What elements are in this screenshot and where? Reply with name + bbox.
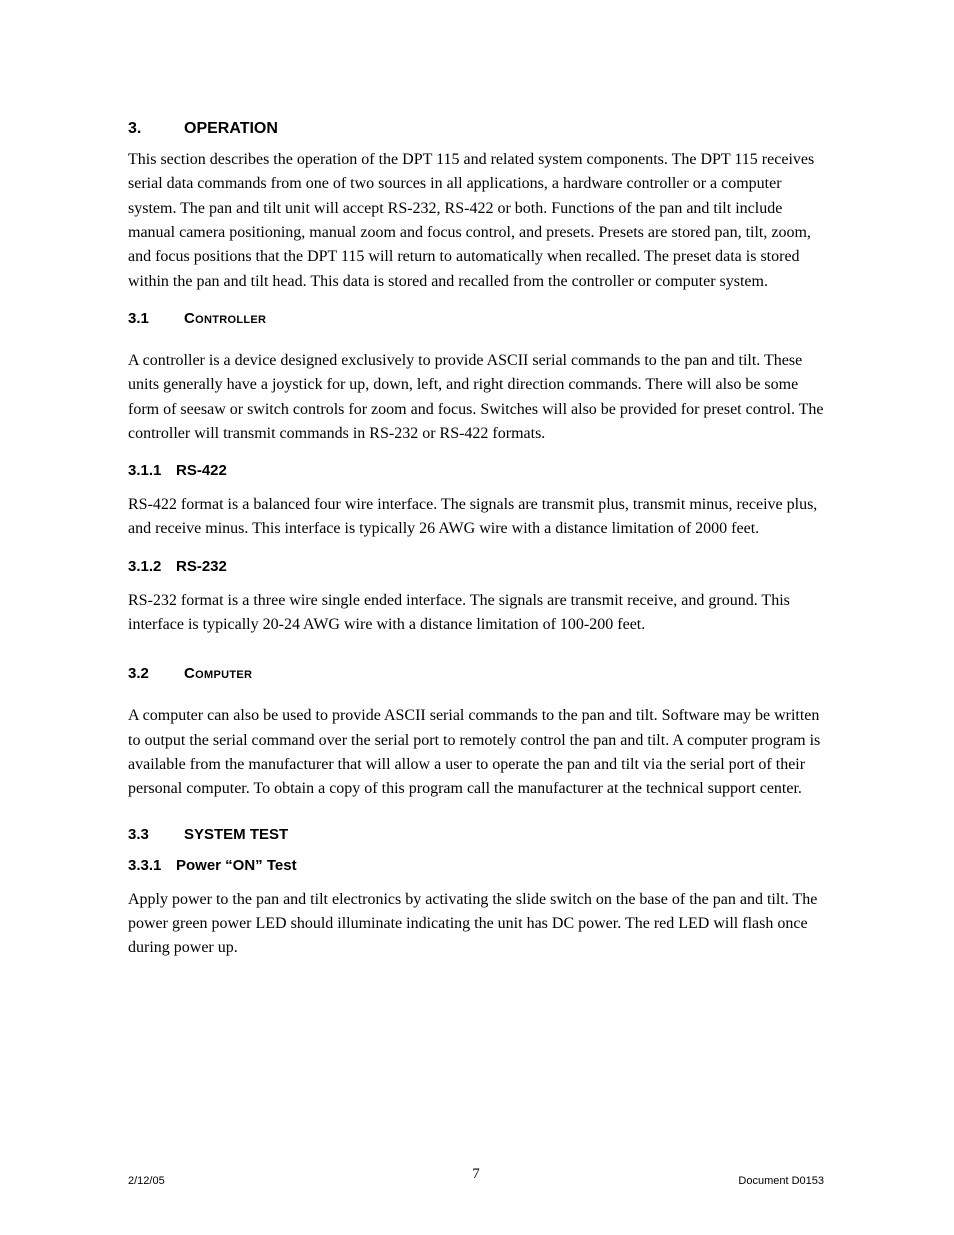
heading-number: 3.1	[128, 310, 184, 327]
heading-title: OPERATION	[184, 120, 278, 137]
footer-page-number: 7	[128, 1166, 824, 1183]
heading-title: RS-422	[176, 462, 227, 479]
heading-title: Power “ON” Test	[176, 857, 297, 874]
paragraph: A controller is a device designed exclus…	[128, 349, 824, 446]
paragraph: A computer can also be used to provide A…	[128, 704, 824, 801]
heading-number: 3.1.1	[128, 462, 176, 479]
heading-number: 3.	[128, 120, 184, 138]
heading-system-test: 3.3SYSTEM TEST	[128, 826, 824, 843]
heading-title: SYSTEM TEST	[184, 826, 288, 843]
paragraph: RS-422 format is a balanced four wire in…	[128, 493, 824, 542]
heading-number: 3.3.1	[128, 857, 176, 874]
heading-rs232: 3.1.2RS-232	[128, 558, 824, 575]
heading-rs422: 3.1.1RS-422	[128, 462, 824, 479]
paragraph: This section describes the operation of …	[128, 148, 824, 294]
heading-power-on-test: 3.3.1Power “ON” Test	[128, 857, 824, 874]
paragraph: RS-232 format is a three wire single end…	[128, 589, 824, 638]
heading-title: Computer	[184, 665, 252, 682]
heading-operation: 3.OPERATION	[128, 120, 824, 138]
paragraph: Apply power to the pan and tilt electron…	[128, 888, 824, 961]
page-footer: 2/12/05 7 Document D0153	[128, 1175, 824, 1187]
heading-number: 3.1.2	[128, 558, 176, 575]
heading-number: 3.2	[128, 665, 184, 682]
document-page: 3.OPERATION This section describes the o…	[0, 0, 954, 1235]
heading-title: RS-232	[176, 558, 227, 575]
heading-title: Controller	[184, 310, 266, 327]
heading-controller: 3.1Controller	[128, 310, 824, 327]
heading-number: 3.3	[128, 826, 184, 843]
heading-computer: 3.2Computer	[128, 665, 824, 682]
